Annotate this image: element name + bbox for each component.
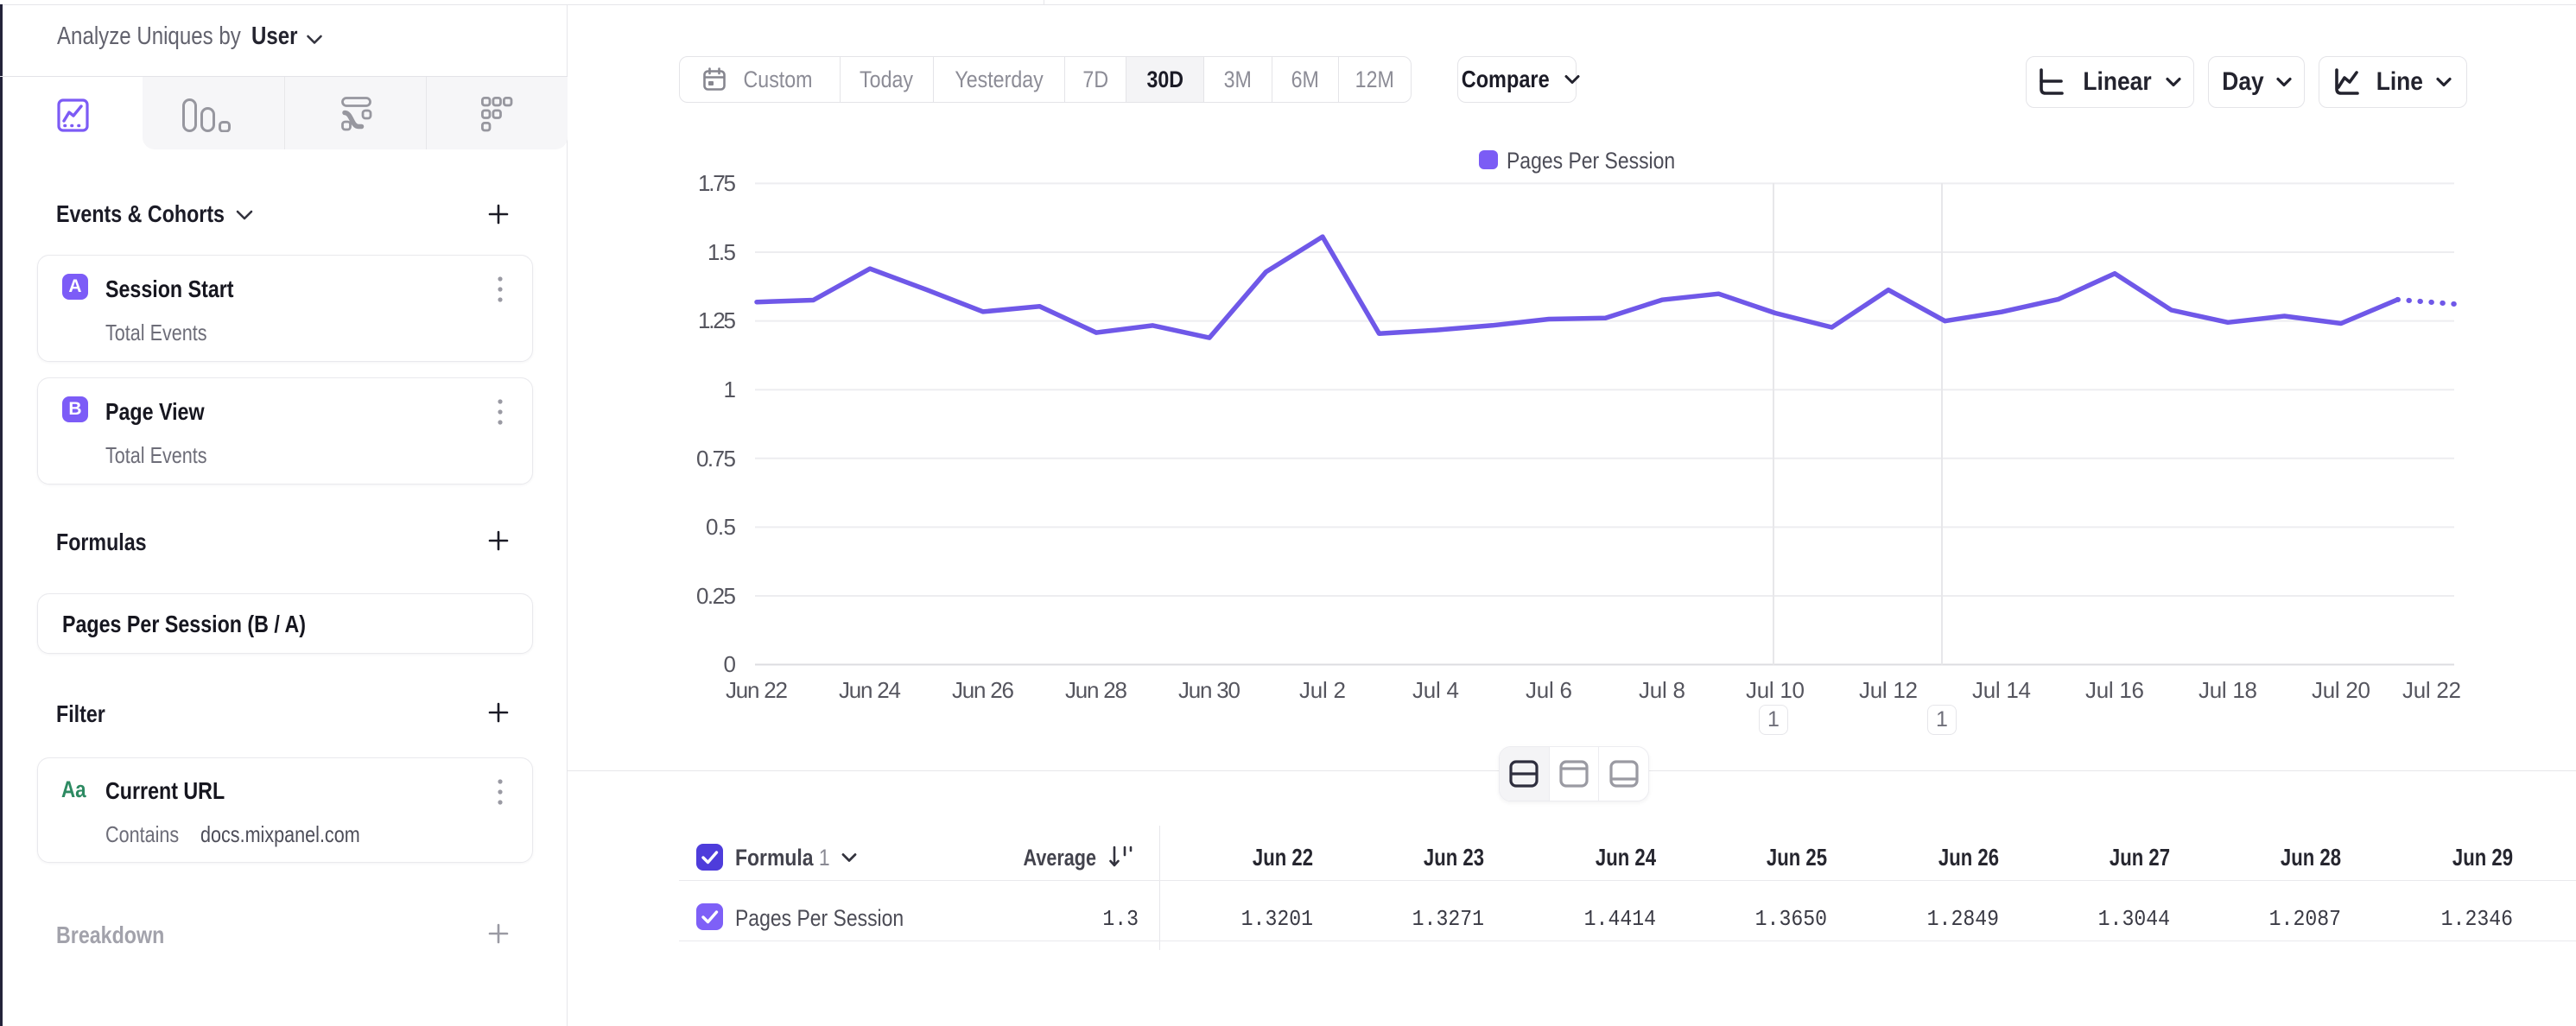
svg-text:Jun 30: Jun 30 [1178,677,1240,703]
svg-text:Jul 2: Jul 2 [1299,677,1346,703]
svg-text:Jul 22: Jul 22 [2402,677,2461,703]
svg-text:Jun 26: Jun 26 [952,677,1014,703]
svg-text:1.75: 1.75 [698,170,736,196]
svg-text:Jun 22: Jun 22 [726,677,788,703]
svg-text:Jul 12: Jul 12 [1859,677,1918,703]
svg-text:1.25: 1.25 [698,307,736,333]
svg-text:1.5: 1.5 [707,239,736,265]
svg-text:Jul 10: Jul 10 [1746,677,1805,703]
svg-text:Jun 28: Jun 28 [1065,677,1127,703]
svg-text:0.25: 0.25 [696,583,736,609]
svg-text:1: 1 [724,377,736,402]
svg-text:Jul 6: Jul 6 [1526,677,1572,703]
svg-text:Jun 24: Jun 24 [839,677,901,703]
svg-text:0.75: 0.75 [696,446,736,472]
svg-text:0.5: 0.5 [706,514,736,540]
svg-text:Jul 16: Jul 16 [2085,677,2144,703]
svg-text:Jul 20: Jul 20 [2312,677,2370,703]
svg-text:Jul 4: Jul 4 [1412,677,1459,703]
svg-text:0: 0 [724,651,736,677]
svg-text:Jul 8: Jul 8 [1639,677,1685,703]
svg-text:Jul 18: Jul 18 [2198,677,2257,703]
svg-text:Jul 14: Jul 14 [1972,677,2031,703]
